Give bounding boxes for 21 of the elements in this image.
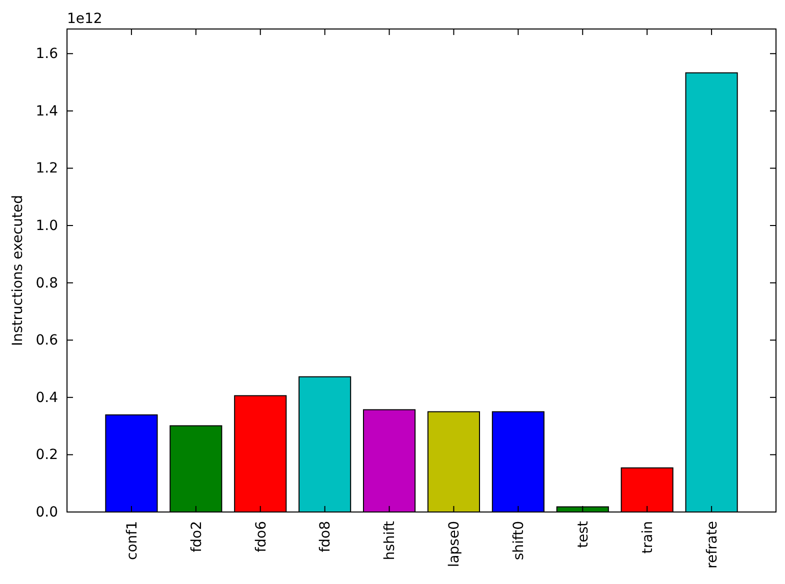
x-tick-label: refrate [704, 521, 720, 568]
x-tick-label: conf1 [124, 521, 140, 560]
x-tick-label: fdo8 [318, 521, 334, 552]
y-axis-title: Instructions executed [10, 194, 26, 346]
x-tick-label: lapse0 [446, 521, 463, 568]
x-tick-label: fdo2 [188, 521, 205, 552]
y-tick-label: 0.8 [36, 275, 58, 292]
y-tick-label: 0.4 [36, 390, 58, 406]
y-tick-label: 1.4 [36, 103, 58, 120]
y-tick-label: 0.2 [36, 447, 58, 464]
y-tick-label: 0.0 [36, 504, 58, 520]
y-tick-label: 1.2 [36, 160, 58, 177]
y-tick-label: 1.0 [36, 218, 58, 234]
x-tick-label: train [640, 521, 656, 554]
x-tick-label: fdo6 [253, 520, 270, 552]
y-tick-label: 0.6 [36, 332, 58, 349]
x-tick-label: hshift [382, 520, 398, 560]
x-tick-label: test [576, 520, 592, 548]
x-tick-label: shift0 [511, 521, 528, 560]
y-tick-label: 1.6 [36, 46, 58, 62]
text: 1e12 [67, 11, 102, 27]
